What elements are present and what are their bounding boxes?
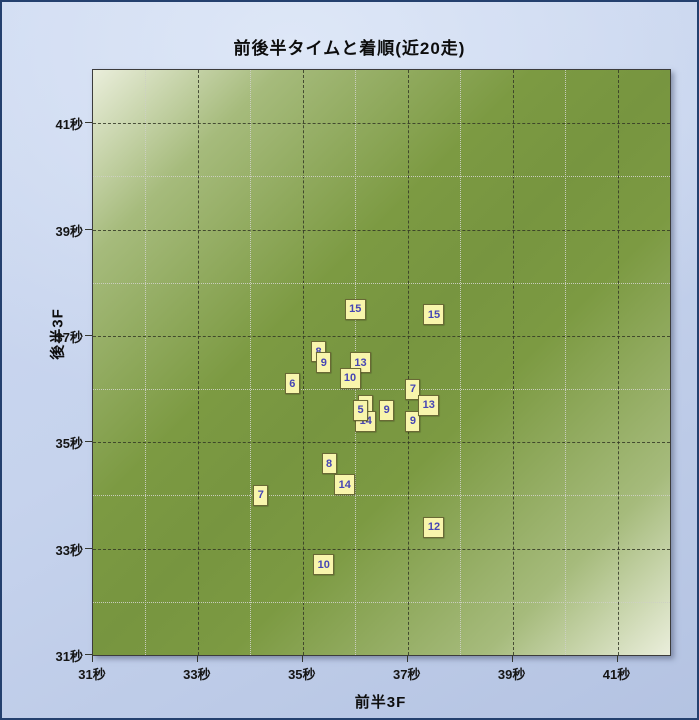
gridline-major-y-35 <box>93 442 670 444</box>
x-tick-label-41: 41秒 <box>602 667 631 682</box>
data-point-marker-10: 10 <box>313 554 335 576</box>
x-tick-label-33: 33秒 <box>183 667 211 682</box>
y-tick-label-39: 39秒 <box>55 223 83 239</box>
chart-title: 前後半タイムと着順(近20走) <box>233 39 466 58</box>
gridline-minor-x-32 <box>145 70 147 655</box>
gridline-minor-x-40 <box>565 70 567 655</box>
x-tick-41 <box>616 655 618 662</box>
data-point-marker-9: 9 <box>379 399 395 421</box>
x-tick-31 <box>92 655 93 662</box>
data-point-marker-15: 15 <box>423 304 445 326</box>
data-point-marker-10: 10 <box>339 367 361 389</box>
gridline-major-x-39 <box>512 70 514 655</box>
x-tick-label-39: 39秒 <box>497 667 526 682</box>
y-tick-label-37: 37秒 <box>55 329 83 345</box>
gridline-minor-y-34 <box>93 495 670 497</box>
gridline-major-y-39 <box>93 229 670 231</box>
plot-area: 151589131067913145981471210 <box>92 69 671 656</box>
x-tick-33 <box>196 655 198 662</box>
x-tick-37 <box>406 655 408 662</box>
y-tick-31 <box>85 654 92 655</box>
gridline-major-x-41 <box>617 70 619 655</box>
y-tick-39 <box>85 228 92 230</box>
gridline-major-y-41 <box>93 123 670 125</box>
gridline-minor-y-36 <box>93 389 670 391</box>
data-point-marker-7: 7 <box>253 484 269 506</box>
y-tick-35 <box>85 441 92 443</box>
data-point-marker-9: 9 <box>316 352 332 373</box>
gridline-major-x-37 <box>407 70 409 655</box>
data-point-marker-13: 13 <box>418 394 440 416</box>
x-tick-label-37: 37秒 <box>392 667 421 682</box>
data-point-marker-14: 14 <box>334 474 356 496</box>
x-tick-label-31: 31秒 <box>78 667 106 682</box>
gridline-minor-y-38 <box>93 282 670 284</box>
y-tick-label-31: 31秒 <box>55 649 83 664</box>
gridline-minor-x-34 <box>250 70 252 655</box>
data-point-marker-8: 8 <box>321 453 337 475</box>
y-tick-label-35: 35秒 <box>55 436 83 452</box>
x-tick-39 <box>511 655 513 662</box>
x-tick-label-35: 35秒 <box>288 667 316 682</box>
data-point-marker-6: 6 <box>284 373 300 395</box>
gridline-minor-y-40 <box>93 176 670 178</box>
data-point-marker-5: 5 <box>353 399 369 421</box>
y-tick-label-41: 41秒 <box>55 117 83 133</box>
data-point-marker-9: 9 <box>405 410 421 432</box>
y-tick-37 <box>85 334 92 336</box>
gridline-major-x-35 <box>302 70 304 655</box>
gridline-major-y-37 <box>93 335 670 337</box>
x-tick-35 <box>301 655 303 662</box>
data-point-marker-12: 12 <box>423 516 445 538</box>
gridline-minor-x-38 <box>460 70 462 655</box>
gridline-major-x-33 <box>197 70 199 655</box>
y-tick-label-33: 33秒 <box>55 542 83 558</box>
gridline-major-y-33 <box>93 548 670 550</box>
gridline-minor-y-32 <box>93 601 670 603</box>
y-tick-33 <box>85 547 92 549</box>
y-tick-41 <box>85 122 92 124</box>
x-axis-title: 前半3F <box>354 694 407 711</box>
data-point-marker-15: 15 <box>344 298 366 320</box>
